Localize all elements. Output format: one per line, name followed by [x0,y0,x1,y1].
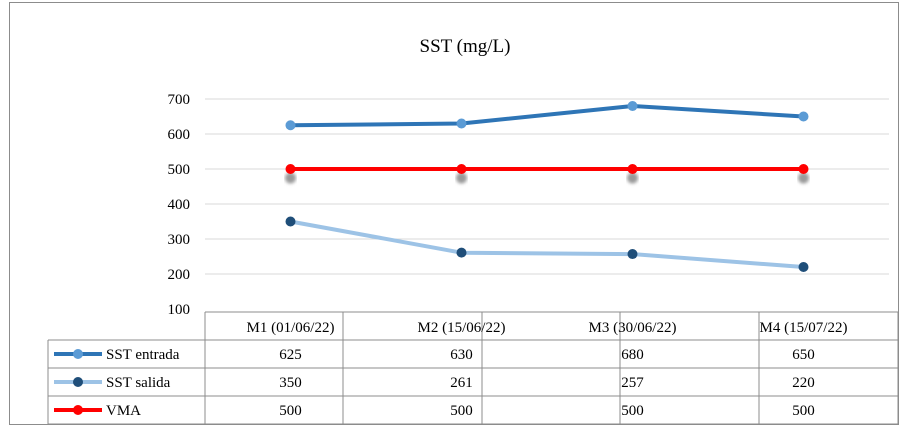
data-table-value: 220 [792,375,815,391]
y-tick-label: 300 [168,232,191,248]
data-table-value: 500 [450,403,473,419]
vma-shadow-marker [627,172,638,184]
x-category-label: M4 (15/07/22) [760,320,848,336]
data-point [285,216,296,227]
data-point [627,249,638,260]
data-point [798,164,809,174]
data-point [627,164,638,174]
chart-frame: SST (mg/L) 100 200 300 400 500 600 700 M1 (01/… [9,2,899,425]
data-point [285,164,296,174]
y-tick-label: 200 [168,267,191,283]
data-table: M1 (01/06/22) M2 (15/06/22) M3 (30/06/22) M… [47,311,898,424]
chart-title: SST (mg/L) [420,36,511,57]
legend-series-name: VMA [106,403,141,419]
series-line-1 [290,219,804,269]
data-point [285,120,296,131]
x-category-label: M1 (01/06/22) [247,320,335,336]
data-point [798,111,809,122]
legend-key-marker [73,405,83,415]
data-table-value: 500 [792,403,815,419]
series-shadows [285,172,809,184]
vma-shadow-marker [456,172,467,184]
y-tick-label: 500 [168,162,191,178]
data-point [627,101,638,111]
y-tick-label: 100 [168,302,191,318]
y-tick-label: 600 [168,127,191,143]
data-table-value: 625 [279,347,302,363]
vma-shadow-marker [798,172,809,184]
y-tick-label: 700 [168,92,191,108]
data-table-value: 630 [450,347,473,363]
series-line-0 [290,104,804,128]
legend-series-name: SST entrada [106,347,180,363]
series-lines [285,101,809,272]
data-table-value: 500 [279,403,302,419]
x-category-label: M3 (30/06/22) [589,320,677,336]
data-point [798,262,809,272]
vma-shadow-marker [285,172,296,184]
data-point [456,118,467,129]
legend-key-marker [73,349,83,359]
x-category-label: M2 (15/06/22) [418,320,506,336]
data-table-value: 350 [279,375,302,391]
data-table-value: 680 [621,347,644,363]
data-point [456,247,467,258]
y-axis-ticks: 100 200 300 400 500 600 700 [168,92,191,318]
data-table-value: 257 [621,375,644,391]
data-table-value: 650 [792,347,815,363]
legend-key-marker [73,377,83,387]
y-tick-label: 400 [168,197,191,213]
legend-series-name: SST salida [106,375,171,391]
data-point [456,164,467,174]
line-chart: SST (mg/L) 100 200 300 400 500 600 700 M1 (01/… [47,36,898,424]
data-table-value: 500 [621,403,644,419]
data-table-value: 261 [450,375,473,391]
